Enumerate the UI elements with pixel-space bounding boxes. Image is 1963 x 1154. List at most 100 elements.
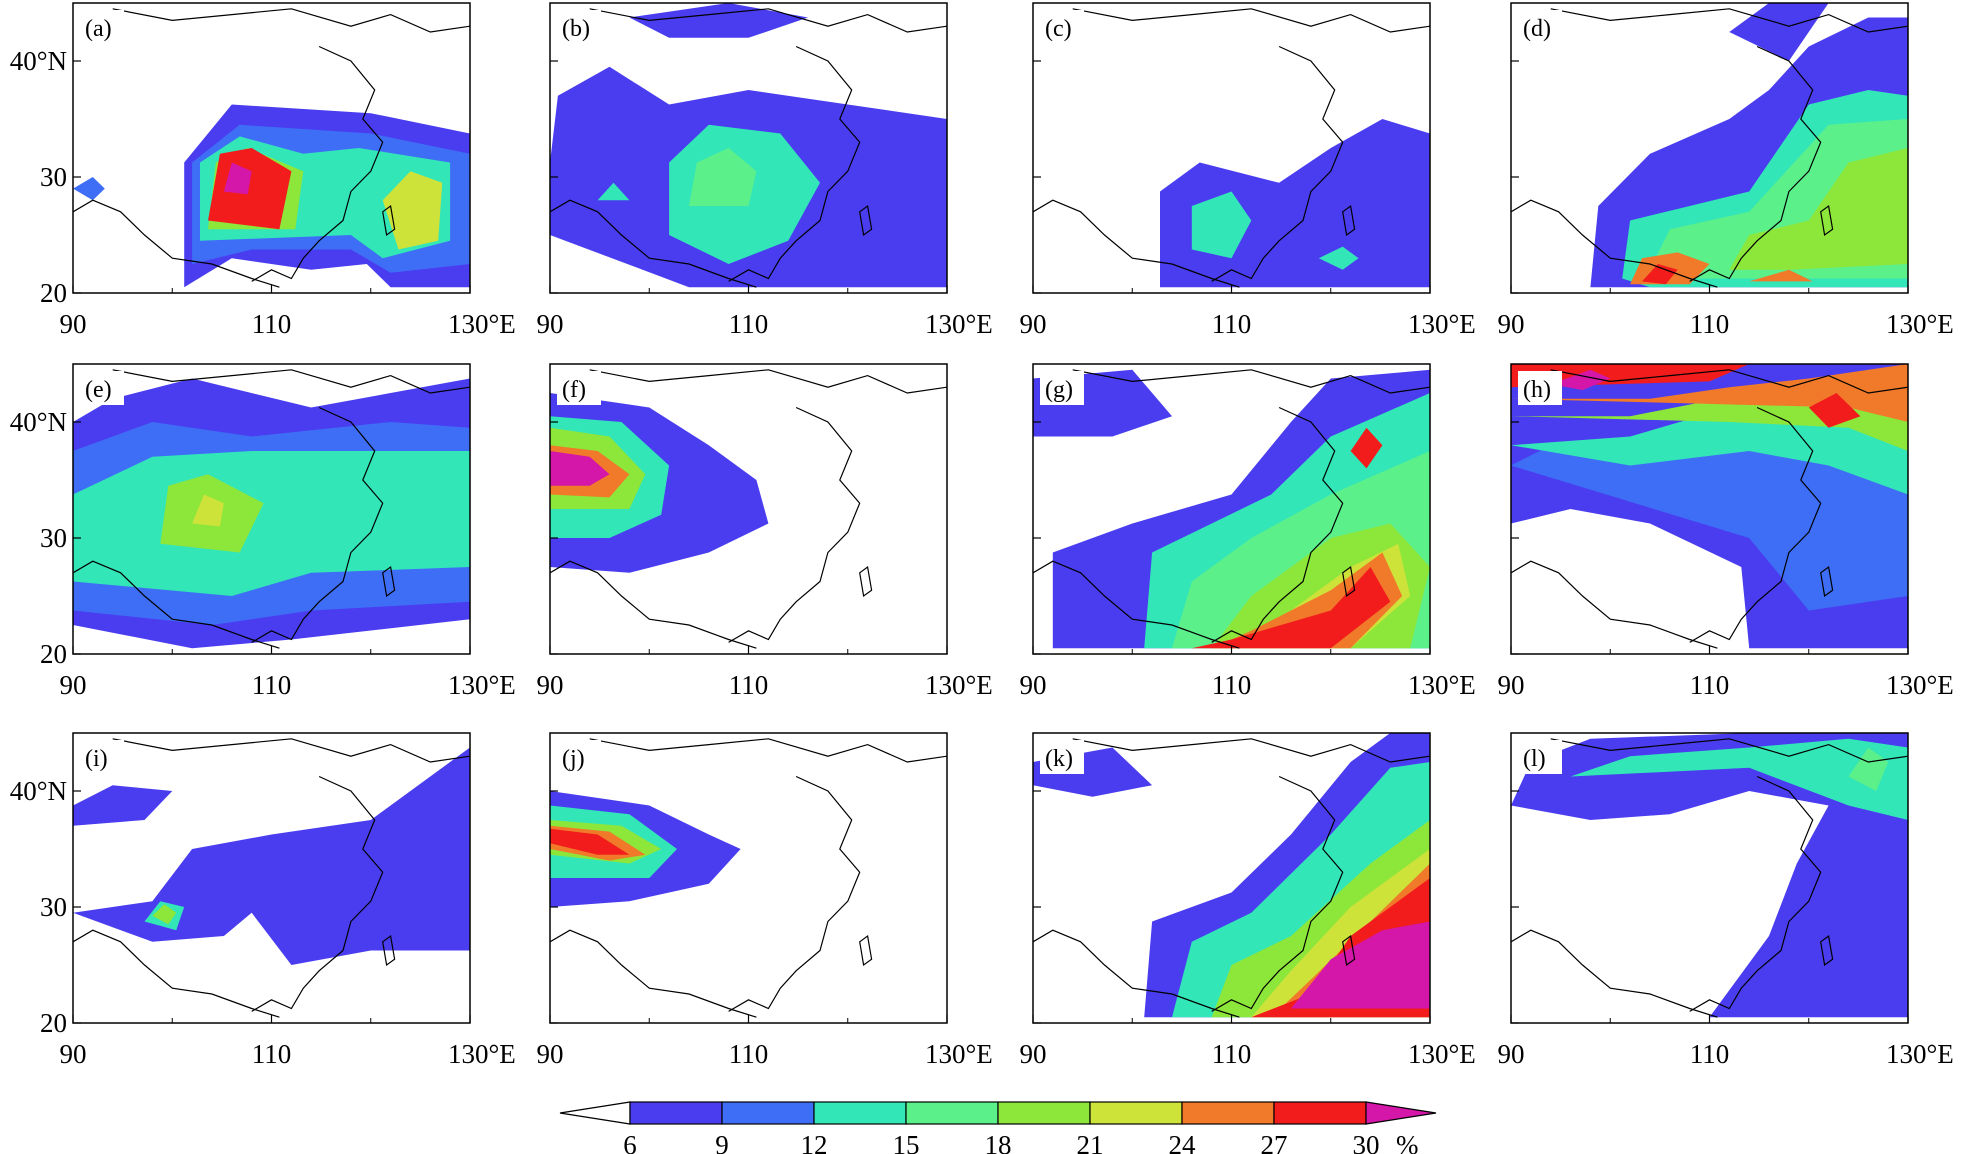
colorbar-level-label: 9 xyxy=(715,1130,729,1154)
y-tick-label: 20 xyxy=(40,639,67,669)
x-tick-label: 130°E xyxy=(448,1039,516,1069)
country-border xyxy=(1511,560,1718,649)
y-tick-label: 20 xyxy=(40,278,67,308)
contour-fill-region xyxy=(629,3,808,38)
map-panel: (b) 90 110 130°E xyxy=(537,2,993,339)
colorbar-segment xyxy=(1273,1101,1367,1125)
colorbar-level-label: 27 xyxy=(1261,1130,1288,1154)
colorbar-level-label: 15 xyxy=(893,1130,920,1154)
country-border xyxy=(589,369,947,394)
country-border xyxy=(73,929,280,1018)
coastline xyxy=(728,406,861,643)
contour-fill-region xyxy=(1350,427,1383,469)
island-outline xyxy=(1820,934,1834,967)
panel-label-box xyxy=(557,740,601,774)
coastline xyxy=(251,775,384,1012)
country-border xyxy=(1550,369,1908,394)
x-tick-label: 90 xyxy=(60,670,87,700)
country-border xyxy=(1033,560,1240,649)
x-tick-label: 110 xyxy=(252,670,292,700)
island-outline xyxy=(859,565,873,598)
contour-fill-region xyxy=(1511,364,1908,422)
contour-fill-region xyxy=(1318,246,1359,270)
contour-fill-region xyxy=(1642,264,1678,285)
island-outline xyxy=(1342,934,1356,967)
panel-label: (i) xyxy=(85,746,108,772)
map-panel: (f) 90 110 130°E xyxy=(537,363,993,700)
y-tick-label: 20 xyxy=(40,1008,67,1038)
panel-label-box xyxy=(557,10,601,44)
contour-fill-region xyxy=(1550,369,1611,391)
coastline xyxy=(1211,45,1344,282)
contour-fill-region xyxy=(223,162,252,195)
country-border xyxy=(73,560,280,649)
coastline xyxy=(728,775,861,1012)
contour-fill-region xyxy=(1749,269,1813,282)
country-border xyxy=(589,8,947,33)
y-tick-label: 30 xyxy=(40,523,67,553)
country-border xyxy=(1072,738,1430,763)
map-panel: (i) 90 110 130°E 20 30 40°N xyxy=(10,732,516,1069)
x-tick-label: 130°E xyxy=(448,670,516,700)
coastline xyxy=(251,45,384,282)
country-border xyxy=(1072,8,1430,33)
y-tick-label: 40°N xyxy=(10,776,67,806)
contour-fill-region xyxy=(73,747,470,965)
country-border xyxy=(1550,8,1908,33)
x-tick-label: 130°E xyxy=(1408,309,1476,339)
colorbar-level-label: 18 xyxy=(985,1130,1012,1154)
x-tick-label: 90 xyxy=(537,670,564,700)
x-tick-label: 130°E xyxy=(1408,1039,1476,1069)
country-border xyxy=(112,8,470,33)
island-outline xyxy=(859,934,873,967)
panel-label-box xyxy=(1040,10,1084,44)
x-tick-label: 90 xyxy=(60,1039,87,1069)
panel-label-box xyxy=(80,371,124,405)
map-panel: (l) 90 110 130°E xyxy=(1498,732,1954,1069)
x-tick-label: 110 xyxy=(1212,1039,1252,1069)
x-tick-label: 90 xyxy=(1498,309,1525,339)
x-tick-label: 90 xyxy=(1498,1039,1525,1069)
x-tick-label: 130°E xyxy=(1408,670,1476,700)
x-tick-label: 90 xyxy=(1498,670,1525,700)
colorbar-level-label: 21 xyxy=(1077,1130,1104,1154)
panel-label: (f) xyxy=(562,377,586,403)
country-border xyxy=(1033,929,1240,1018)
panel-label: (l) xyxy=(1523,746,1546,772)
country-border xyxy=(589,738,947,763)
contour-fill-region xyxy=(1291,921,1430,1009)
map-panel: (g) 90 110 130°E xyxy=(1020,363,1476,700)
coastline xyxy=(1689,406,1822,643)
contour-fill-region xyxy=(208,148,292,230)
x-tick-label: 110 xyxy=(1690,1039,1730,1069)
contour-fill-region xyxy=(382,171,443,250)
panel-label-box xyxy=(1518,10,1562,44)
coastline xyxy=(1689,775,1822,1012)
island-outline xyxy=(1820,204,1834,237)
contour-fill-region xyxy=(1191,567,1391,649)
country-border xyxy=(550,199,757,288)
panel-label-box xyxy=(1040,740,1084,774)
island-outline xyxy=(1342,204,1356,237)
country-border xyxy=(1072,369,1430,394)
map-panel: (k) 90 110 130°E xyxy=(1020,732,1476,1069)
colorbar-segment xyxy=(721,1101,815,1125)
x-tick-label: 90 xyxy=(1020,670,1047,700)
panel-label: (j) xyxy=(562,746,585,772)
x-tick-label: 110 xyxy=(1690,309,1730,339)
x-tick-label: 130°E xyxy=(925,670,993,700)
x-tick-label: 110 xyxy=(1212,670,1252,700)
x-tick-label: 110 xyxy=(252,309,292,339)
colorbar-segment xyxy=(813,1101,907,1125)
map-panel: (j) 90 110 130°E xyxy=(537,732,993,1069)
contour-fill-region xyxy=(152,904,177,925)
x-tick-label: 130°E xyxy=(925,1039,993,1069)
contour-fill-region xyxy=(73,785,173,826)
map-panel: (a) 90 110 130°E 20 30 40°N xyxy=(10,2,516,339)
panel-label-box xyxy=(557,371,601,405)
contour-fill-region xyxy=(192,494,224,527)
x-tick-label: 110 xyxy=(1690,670,1730,700)
y-tick-label: 40°N xyxy=(10,407,67,437)
colorbar-segment xyxy=(905,1101,999,1125)
country-border xyxy=(1511,929,1718,1018)
